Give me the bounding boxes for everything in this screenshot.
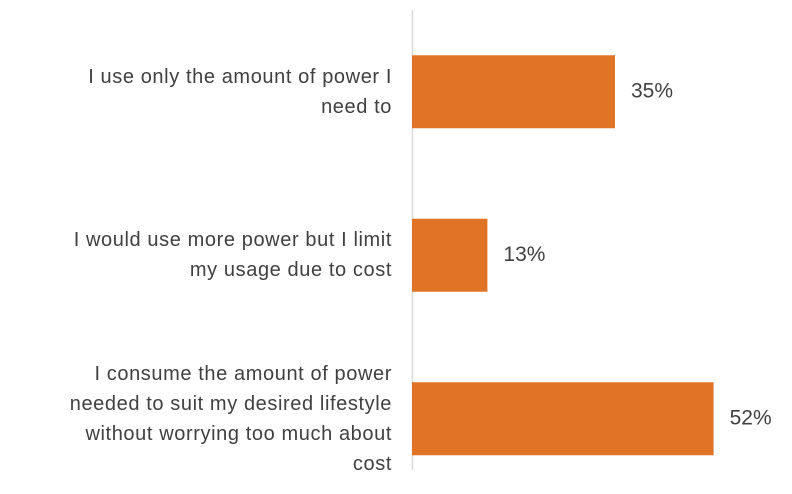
bar xyxy=(412,382,714,456)
category-label: I would use more power but I limit my us… xyxy=(73,229,392,282)
bar xyxy=(412,55,615,129)
bar xyxy=(412,218,488,292)
category-label: I use only the amount of power I need to xyxy=(88,65,392,118)
data-label: 52% xyxy=(730,406,772,429)
data-label: 13% xyxy=(503,243,545,266)
data-label: 35% xyxy=(631,79,673,102)
category-label: I consume the amount of power needed to … xyxy=(69,362,392,475)
